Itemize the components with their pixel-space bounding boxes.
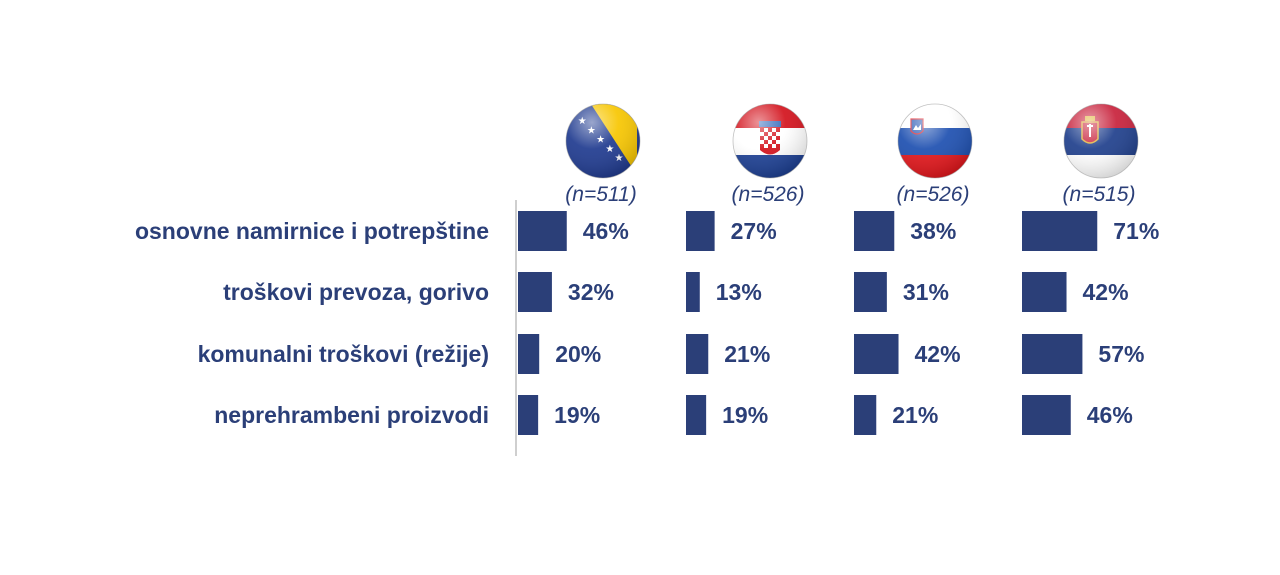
slovenia-flag-icon (897, 103, 973, 179)
value-label: 19% (554, 402, 600, 428)
bar (686, 334, 709, 374)
bar (1022, 334, 1083, 374)
bar (518, 334, 540, 374)
sample-size-labels: (n=511) (n=526) (n=526) (n=515) (565, 183, 1135, 206)
value-label: 38% (910, 218, 956, 244)
value-label: 21% (724, 341, 770, 367)
value-label: 31% (903, 279, 949, 305)
value-label: 46% (1087, 402, 1133, 428)
category-label: komunalni troškovi (režije) (198, 341, 489, 367)
category-labels: osnovne namirnice i potrepštine troškovi … (135, 218, 489, 428)
sample-size-label: (n=515) (1063, 183, 1136, 206)
serbia-flag-icon (1063, 103, 1139, 179)
bar (518, 272, 552, 312)
category-label: troškovi prevoza, gorivo (223, 279, 489, 305)
value-label: 20% (555, 341, 601, 367)
bar (1022, 211, 1098, 251)
bar (686, 211, 715, 251)
value-label: 19% (722, 402, 768, 428)
bar (518, 211, 567, 251)
sample-size-label: (n=526) (897, 183, 970, 206)
bar (1022, 395, 1071, 435)
value-label: 42% (1083, 279, 1129, 305)
value-label: 21% (892, 402, 938, 428)
bar (518, 395, 539, 435)
value-label: 32% (568, 279, 614, 305)
sample-size-label: (n=511) (565, 183, 636, 206)
category-label: osnovne namirnice i potrepštine (135, 218, 489, 244)
bars (518, 211, 1098, 435)
bar (854, 395, 877, 435)
bar (854, 211, 895, 251)
value-label: 57% (1098, 341, 1144, 367)
country-flags: ★★★★★★ (565, 103, 1139, 179)
value-label: 13% (716, 279, 762, 305)
bosnia-herzegovina-flag-icon: ★★★★★★ (565, 103, 641, 179)
bar (1022, 272, 1067, 312)
croatia-flag-icon (732, 103, 808, 179)
bar (854, 334, 899, 374)
sample-size-label: (n=526) (732, 183, 805, 206)
category-label: neprehrambeni proizvodi (214, 402, 489, 428)
value-label: 42% (915, 341, 961, 367)
value-label: 27% (731, 218, 777, 244)
value-label: 46% (583, 218, 629, 244)
value-labels: 46% 32% 20% 19% 27% 13% 21% 19% 38% 31% 42% 21% 71% 4… (554, 218, 1159, 428)
value-label: 71% (1113, 218, 1159, 244)
bar (686, 395, 707, 435)
bar (854, 272, 887, 312)
bar (686, 272, 700, 312)
